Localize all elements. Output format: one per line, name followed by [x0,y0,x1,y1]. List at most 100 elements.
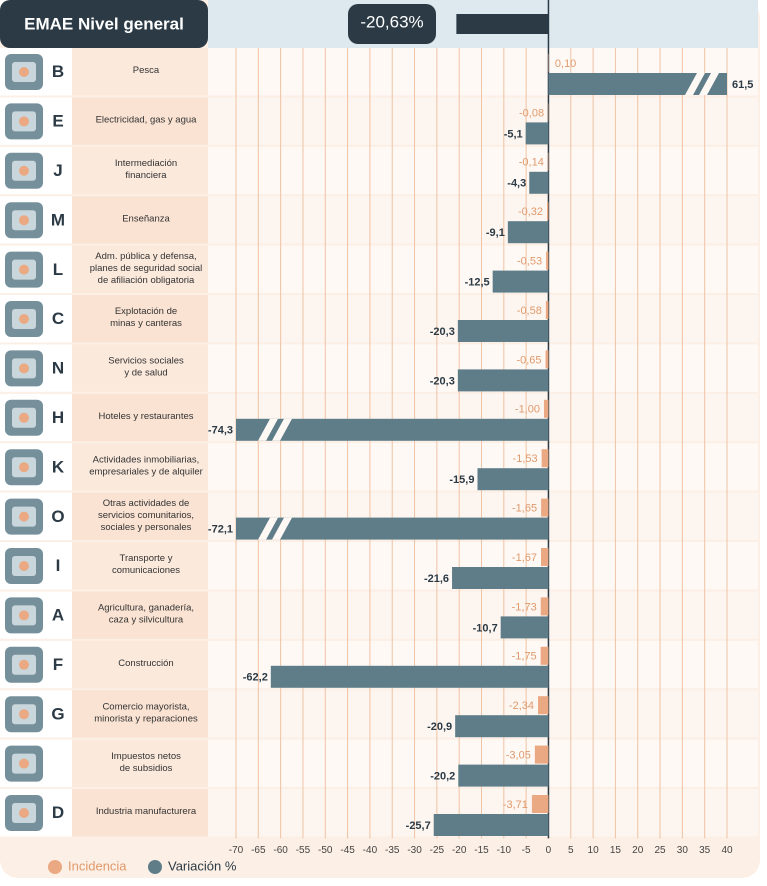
incidencia-label: -1,65 [512,503,537,515]
x-tick-label: -15 [474,845,489,856]
variacion-label: -72,1 [208,524,233,536]
sector-name: de afiliación obligatoria [98,275,195,286]
incidencia-label: -1,73 [512,601,537,613]
sector-name: Agricultura, ganadería, [98,603,194,614]
variacion-bar [271,666,549,688]
sector-name: Comercio mayorista, [102,701,189,712]
x-tick-label: -10 [497,845,512,856]
category-letter: F [53,655,63,674]
sector-name: planes de seguridad social [90,263,203,274]
incidencia-label: -0,14 [519,157,544,169]
incidencia-bar [548,153,549,171]
incidencia-bar [541,597,549,615]
incidencia-bar [542,449,549,467]
variacion-label: -20,2 [430,771,455,783]
icon-detail [19,512,29,522]
incidencia-bar [546,350,549,368]
x-tick-label: -65 [251,845,266,856]
variacion-label: -20,3 [430,375,455,387]
incidencia-label: -1,53 [513,453,538,465]
category-letter: C [52,309,64,328]
variacion-bar [501,616,549,638]
legend-swatch [48,860,62,874]
icon-detail [19,166,29,176]
category-letter: N [52,359,64,378]
category-letter: E [52,112,63,131]
category-letter: K [52,457,65,476]
category-letter: G [51,704,64,723]
variacion-label: -15,9 [449,474,474,486]
incidencia-bar [547,202,548,220]
x-tick-label: -50 [318,845,333,856]
x-tick-label: 15 [610,845,622,856]
incidencia-label: -1,75 [512,651,537,663]
sector-name: Transporte y [120,553,173,564]
incidencia-label: -0,53 [517,256,542,268]
variacion-bar [452,567,548,589]
x-tick-label: -40 [363,845,378,856]
icon-detail [19,67,29,77]
sector-name: Intermediación [115,158,177,169]
x-tick-label: 5 [568,845,574,856]
variacion-bar [493,271,549,293]
x-tick-label: 20 [632,845,644,856]
sector-name: comunicaciones [112,565,180,576]
icon-detail [19,215,29,225]
sector-name: minas y canteras [110,318,182,329]
variacion-label: -12,5 [465,277,490,289]
x-tick-label: 30 [677,845,689,856]
sector-name: y de salud [124,368,167,379]
icon-detail [19,265,29,275]
icon-detail [19,808,29,818]
x-tick-label: -25 [430,845,445,856]
incidencia-bar [532,795,549,813]
sector-name: Hoteles y restaurantes [98,411,193,422]
incidencia-bar [541,647,549,665]
sector-name: Actividades inmobiliarias, [93,454,200,465]
variacion-bar [458,320,549,342]
category-letter: O [51,507,64,526]
incidencia-bar [546,252,548,270]
category-letter: A [52,606,64,625]
row-bg-plot [208,196,758,243]
sector-name: sociales y personales [101,522,192,533]
legend-label: Incidencia [68,858,127,873]
variacion-bar [434,814,549,836]
variacion-bar [458,765,548,787]
x-tick-label: -35 [385,845,400,856]
incidencia-label: -0,32 [518,206,543,218]
variacion-label: -62,2 [243,672,268,684]
category-letter: H [52,408,64,427]
row-bg-plot [208,97,758,144]
incidencia-label: 0,10 [555,58,576,70]
sector-name: financiera [125,170,167,181]
icon-detail [19,462,29,472]
incidencia-label: -1,67 [512,552,537,564]
incidencia-bar [541,499,548,517]
incidencia-label: -0,08 [519,107,544,119]
variacion-bar [458,369,549,391]
incidencia-label: -1,00 [515,404,540,416]
chart-title: EMAE Nivel general [24,14,184,33]
sector-name: de subsidios [120,763,173,774]
x-tick-label: 40 [721,845,733,856]
icon-detail [19,413,29,423]
incidencia-label: -2,34 [509,700,534,712]
x-tick-label: -5 [522,845,531,856]
incidencia-bar [544,400,548,418]
sector-name: Otras actividades de [103,498,190,509]
icon-detail [19,314,29,324]
variacion-label: -5,1 [504,128,523,140]
incidencia-bar [546,301,549,319]
sector-name: minorista y reparaciones [94,713,198,724]
x-tick-label: 25 [654,845,666,856]
sector-name: Explotación de [115,306,177,317]
sector-name: Electricidad, gas y agua [96,115,198,126]
x-tick-label: 35 [699,845,711,856]
category-letter: M [51,210,65,229]
incidencia-label: -0,65 [516,354,541,366]
variacion-bar [529,172,548,194]
icon-detail [19,561,29,571]
variacion-label: -10,7 [473,622,498,634]
